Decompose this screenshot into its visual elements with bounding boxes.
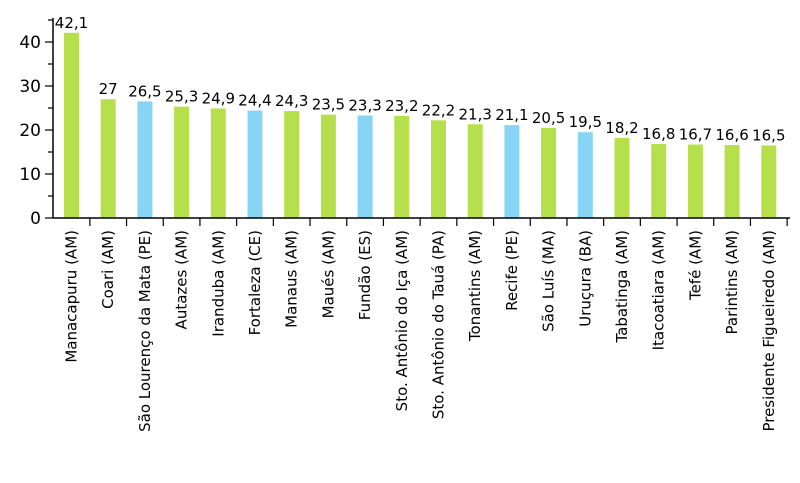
x-tick-label: Coari (AM)	[99, 230, 117, 309]
x-tick-label: Manaus (AM)	[283, 230, 301, 328]
value-label: 20,5	[532, 109, 565, 127]
y-tick-label: 0	[30, 209, 41, 229]
x-tick-label: Maués (AM)	[319, 230, 337, 318]
x-tick-label: São Lourenço da Mata (PE)	[136, 230, 154, 432]
bar	[724, 144, 740, 218]
bar	[761, 145, 777, 218]
bar	[210, 108, 226, 218]
value-label: 16,7	[679, 126, 712, 144]
bar	[541, 127, 557, 218]
bar	[64, 32, 79, 219]
x-tick-label: Iranduba (AM)	[209, 230, 227, 337]
bar	[284, 111, 300, 218]
bars	[64, 32, 777, 219]
value-label: 21,3	[458, 105, 491, 123]
x-tick-label: São Luís (MA)	[540, 230, 558, 332]
bar	[394, 115, 410, 218]
bar	[687, 144, 703, 218]
x-axis: Manacapuru (AM) Coari (AM) São Lourenço da…	[53, 217, 790, 432]
value-label: 27	[99, 80, 118, 98]
bar	[467, 124, 483, 218]
value-label: 24,4	[238, 92, 271, 110]
x-tick-label: Autazes (AM)	[173, 230, 191, 329]
x-tick-label: Tefé (AM)	[686, 230, 704, 301]
x-tick-label: Fundão (ES)	[356, 230, 374, 320]
value-label: 22,2	[422, 101, 455, 119]
bar	[174, 106, 190, 218]
value-label: 21,1	[495, 106, 528, 124]
x-tick-label: Fortaleza (CE)	[246, 230, 264, 335]
bar	[100, 99, 116, 218]
y-tick-label: 40	[19, 33, 41, 53]
y-tick-label: 20	[19, 121, 41, 141]
value-label: 24,3	[275, 92, 308, 110]
x-tick-label: Manacapuru (AM)	[63, 230, 81, 363]
value-label: 16,6	[715, 126, 748, 144]
y-axis: 0 10 20 30 40	[19, 18, 54, 229]
value-label: 18,2	[605, 119, 638, 137]
x-tick-label: Sto. Antônio do Iça (AM)	[393, 230, 411, 411]
bar	[320, 114, 336, 218]
value-label: 23,5	[312, 96, 345, 114]
bar	[247, 110, 263, 218]
value-label: 26,5	[128, 82, 161, 100]
value-label: 24,9	[202, 89, 235, 107]
x-tick-label: Sto. Antônio do Tauá (PA)	[430, 230, 448, 419]
value-label: 23,2	[385, 97, 418, 115]
value-label: 42,1	[55, 14, 88, 32]
y-tick-label: 10	[19, 165, 41, 185]
bar	[614, 137, 630, 218]
bar	[577, 132, 593, 218]
bar	[504, 125, 520, 218]
bar	[357, 115, 373, 218]
x-tick-label: Tonantins (AM)	[466, 230, 484, 342]
value-label: 25,3	[165, 88, 198, 106]
bar	[431, 120, 446, 218]
x-tick-label: Uruçura (BA)	[576, 230, 594, 327]
x-tick-label: Tabatinga (AM)	[613, 230, 631, 344]
x-tick-label: Presidente Figueiredo (AM)	[760, 230, 778, 432]
value-labels: 42,1 27 26,5 25,3 24,9 24,4 24,3 23,5 23,3 23,2 22…	[55, 14, 786, 145]
value-label: 16,5	[752, 126, 785, 144]
x-tick-label: Itacoatiara (AM)	[650, 230, 668, 350]
y-tick-label: 30	[19, 77, 41, 97]
value-label: 16,8	[642, 125, 675, 143]
bar	[651, 144, 667, 218]
bar	[137, 101, 153, 218]
value-label: 23,3	[348, 96, 381, 114]
x-tick-label: Recife (PE)	[503, 230, 521, 311]
value-label: 19,5	[569, 113, 602, 131]
x-tick-label: Parintins (AM)	[723, 230, 741, 334]
